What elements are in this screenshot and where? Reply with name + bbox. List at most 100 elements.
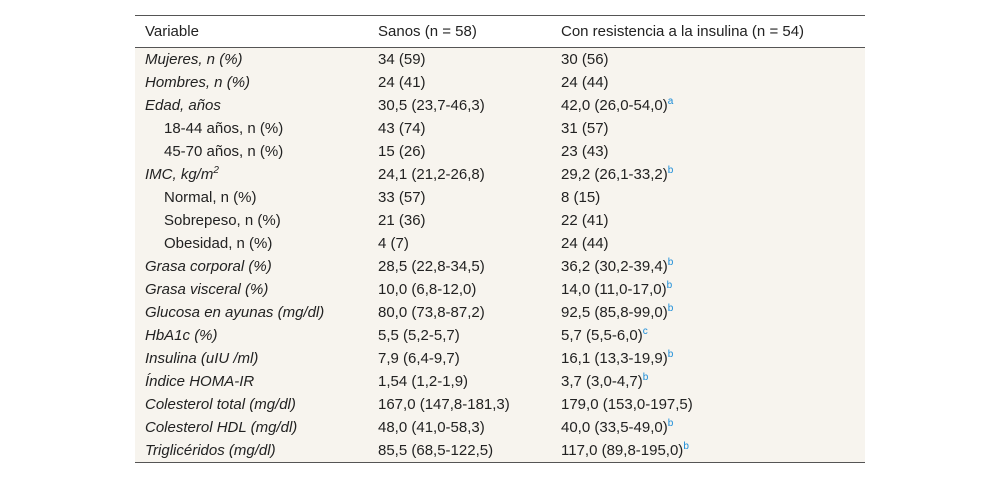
cell-value: 24 (44) (561, 235, 609, 252)
sanos-cell: 7,9 (6,4-9,7) (368, 347, 551, 370)
resistencia-cell: 30 (56) (551, 47, 865, 71)
resistencia-cell: 8 (15) (551, 186, 865, 209)
variable-cell: Triglicéridos (mg/dl) (135, 439, 368, 463)
cell-value: 23 (43) (561, 143, 609, 160)
table-row: Triglicéridos (mg/dl) 85,5 (68,5-122,5) 11… (135, 439, 865, 463)
variable-cell: HbA1c (%) (135, 324, 368, 347)
sanos-cell: 30,5 (23,7-46,3) (368, 94, 551, 117)
cell-value: 42,0 (26,0-54,0) (561, 97, 668, 114)
resistencia-cell: 14,0 (11,0-17,0)b (551, 278, 865, 301)
sanos-cell: 48,0 (41,0-58,3) (368, 416, 551, 439)
resistencia-cell: 24 (44) (551, 71, 865, 94)
table-row: Mujeres, n (%) 34 (59) 30 (56) (135, 47, 865, 71)
variable-cell: Colesterol HDL (mg/dl) (135, 416, 368, 439)
resistencia-cell: 179,0 (153,0-197,5) (551, 393, 865, 416)
sanos-cell: 33 (57) (368, 186, 551, 209)
data-table: Variable Sanos (n = 58) Con resistencia … (135, 15, 865, 463)
variable-cell: Edad, años (135, 94, 368, 117)
cell-value: 24 (44) (561, 74, 609, 91)
variable-cell: Grasa corporal (%) (135, 255, 368, 278)
table-row: 45-70 años, n (%) 15 (26) 23 (43) (135, 140, 865, 163)
variable-cell: Grasa visceral (%) (135, 278, 368, 301)
variable-cell: 45-70 años, n (%) (135, 140, 368, 163)
variable-cell: Sobrepeso, n (%) (135, 209, 368, 232)
sanos-cell: 1,54 (1,2-1,9) (368, 370, 551, 393)
cell-value: 16,1 (13,3-19,9) (561, 350, 668, 367)
resistencia-cell: 5,7 (5,5-6,0)c (551, 324, 865, 347)
variable-cell: Mujeres, n (%) (135, 47, 368, 71)
sanos-cell: 4 (7) (368, 232, 551, 255)
variable-cell: IMC, kg/m2 (135, 163, 368, 186)
resistencia-cell: 36,2 (30,2-39,4)b (551, 255, 865, 278)
variable-label: Grasa visceral (%) (145, 281, 269, 298)
footnote-mark: b (667, 257, 674, 268)
cell-value: 30 (56) (561, 51, 609, 68)
resistencia-cell: 23 (43) (551, 140, 865, 163)
variable-label: Edad, años (145, 97, 221, 114)
sanos-cell: 24,1 (21,2-26,8) (368, 163, 551, 186)
sanos-cell: 21 (36) (368, 209, 551, 232)
footnote-mark: b (667, 303, 674, 314)
cell-value: 40,0 (33,5-49,0) (561, 419, 668, 436)
footnote-mark: c (642, 326, 648, 337)
superscript: 2 (213, 165, 219, 176)
variable-label: IMC, kg/m (145, 166, 214, 183)
footnote-mark: a (667, 96, 674, 107)
table-row: Edad, años 30,5 (23,7-46,3) 42,0 (26,0-54,… (135, 94, 865, 117)
table-row: Insulina (uIU /ml) 7,9 (6,4-9,7) 16,1 (13,… (135, 347, 865, 370)
table-header: Variable Sanos (n = 58) Con resistencia … (135, 15, 865, 48)
variable-cell: Obesidad, n (%) (135, 232, 368, 255)
sanos-cell: 167,0 (147,8-181,3) (368, 393, 551, 416)
table-row: Colesterol total (mg/dl) 167,0 (147,8-181… (135, 393, 865, 416)
header-cell: Con resistencia a la insulina (n = 54) (551, 15, 865, 48)
table-body: Mujeres, n (%) 34 (59) 30 (56) Hombres, n (… (135, 47, 865, 463)
sanos-cell: 5,5 (5,2-5,7) (368, 324, 551, 347)
table-row: 18-44 años, n (%) 43 (74) 31 (57) (135, 117, 865, 140)
variable-label: Colesterol HDL (mg/dl) (145, 419, 298, 436)
footnote-mark: b (667, 165, 674, 176)
variable-label: Índice HOMA-IR (145, 373, 255, 390)
resistencia-cell: 3,7 (3,0-4,7)b (551, 370, 865, 393)
variable-label: Hombres, n (%) (145, 74, 251, 91)
resistencia-cell: 22 (41) (551, 209, 865, 232)
cell-value: 22 (41) (561, 212, 609, 229)
cell-value: 36,2 (30,2-39,4) (561, 258, 668, 275)
variable-label: Colesterol total (mg/dl) (145, 396, 296, 413)
resistencia-cell: 29,2 (26,1-33,2)b (551, 163, 865, 186)
cell-value: 29,2 (26,1-33,2) (561, 166, 668, 183)
sanos-cell: 85,5 (68,5-122,5) (368, 439, 551, 463)
cell-value: 3,7 (3,0-4,7) (561, 373, 643, 390)
variable-cell: Glucosa en ayunas (mg/dl) (135, 301, 368, 324)
cell-value: 8 (15) (561, 189, 601, 206)
resistencia-cell: 24 (44) (551, 232, 865, 255)
table-row: Hombres, n (%) 24 (41) 24 (44) (135, 71, 865, 94)
variable-label: 18-44 años, n (%) (164, 120, 284, 137)
cell-value: 117,0 (89,8-195,0) (561, 442, 684, 459)
resistencia-cell: 40,0 (33,5-49,0)b (551, 416, 865, 439)
variable-cell: Normal, n (%) (135, 186, 368, 209)
resistencia-cell: 117,0 (89,8-195,0)b (551, 439, 865, 463)
variable-cell: Hombres, n (%) (135, 71, 368, 94)
variable-label: Obesidad, n (%) (164, 235, 273, 252)
sanos-cell: 10,0 (6,8-12,0) (368, 278, 551, 301)
header-cell: Sanos (n = 58) (368, 15, 551, 48)
table-row: Normal, n (%) 33 (57) 8 (15) (135, 186, 865, 209)
variable-label: 45-70 años, n (%) (164, 143, 284, 160)
table-row: Glucosa en ayunas (mg/dl) 80,0 (73,8-87,2… (135, 301, 865, 324)
sanos-cell: 34 (59) (368, 47, 551, 71)
variable-cell: Índice HOMA-IR (135, 370, 368, 393)
variable-label: Mujeres, n (%) (145, 51, 243, 68)
cell-value: 31 (57) (561, 120, 609, 137)
variable-cell: Colesterol total (mg/dl) (135, 393, 368, 416)
variable-label: Triglicéridos (mg/dl) (145, 442, 276, 459)
variable-label: Grasa corporal (%) (145, 258, 272, 275)
table-row: Grasa visceral (%) 10,0 (6,8-12,0) 14,0 (1… (135, 278, 865, 301)
variable-label: Insulina (uIU /ml) (145, 350, 259, 367)
sanos-cell: 24 (41) (368, 71, 551, 94)
sanos-cell: 43 (74) (368, 117, 551, 140)
table-row: Colesterol HDL (mg/dl) 48,0 (41,0-58,3) 40… (135, 416, 865, 439)
resistencia-cell: 16,1 (13,3-19,9)b (551, 347, 865, 370)
sanos-cell: 28,5 (22,8-34,5) (368, 255, 551, 278)
variable-label: Glucosa en ayunas (mg/dl) (145, 304, 325, 321)
